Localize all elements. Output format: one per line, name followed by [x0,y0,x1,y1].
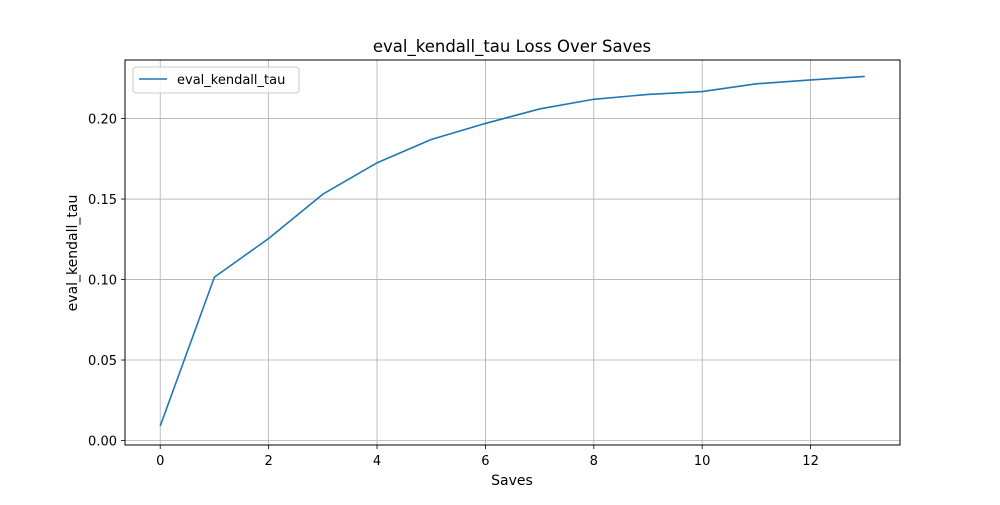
x-axis-label: Saves [491,473,533,489]
x-tick-label: 2 [264,454,272,469]
axis-ticks: 0 2 4 6 8 10 12 0.00 0.05 0.10 0.15 0.20 [88,113,819,469]
x-tick-label: 6 [481,454,489,469]
legend-label: eval_kendall_tau [177,73,285,88]
legend: eval_kendall_tau [132,66,300,94]
y-tick-label: 0.15 [88,193,117,208]
chart-title: eval_kendall_tau Loss Over Saves [373,37,651,57]
series-line [159,75,865,427]
grid-lines [125,60,900,445]
x-tick-label: 0 [156,454,164,469]
x-tick-label: 8 [590,454,598,469]
y-tick-label: 0.05 [88,354,117,369]
plot-frame [124,59,901,446]
x-tick-label: 10 [694,454,711,469]
y-tick-label: 0.10 [88,274,117,289]
series-lines [159,75,865,427]
y-tick-label: 0.20 [88,113,117,128]
y-axis-label: eval_kendall_tau [65,195,81,312]
legend-box [132,66,300,94]
y-tick-label: 0.00 [88,434,117,449]
x-tick-label: 4 [373,454,381,469]
x-tick-label: 12 [802,454,819,469]
